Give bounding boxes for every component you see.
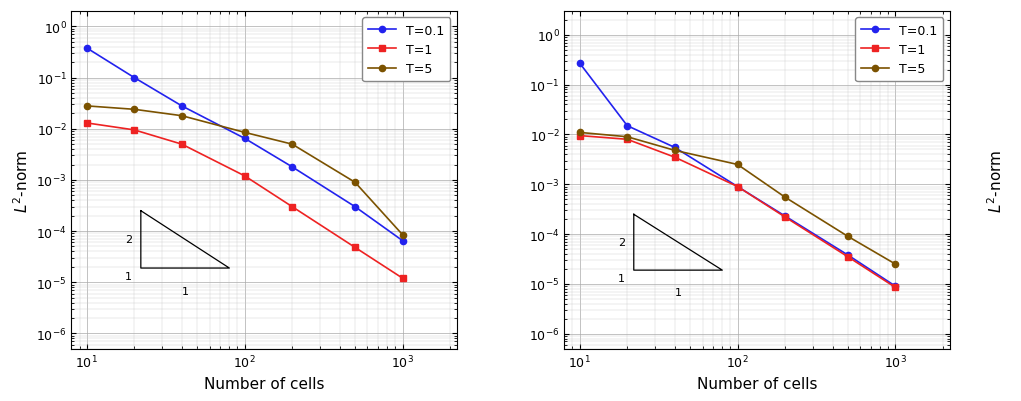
T=1: [889, 286, 902, 290]
Text: 2: 2: [618, 238, 625, 247]
T=1: [176, 142, 188, 147]
T=5: [731, 163, 743, 168]
Text: $L^2$-norm: $L^2$-norm: [986, 149, 1005, 212]
T=0.1: [621, 124, 633, 129]
Line: T=5: T=5: [84, 103, 405, 238]
Line: T=1: T=1: [84, 120, 405, 282]
Text: 1: 1: [618, 273, 625, 283]
Line: T=1: T=1: [577, 133, 898, 291]
T=0.1: [396, 239, 408, 243]
T=0.1: [842, 253, 855, 258]
T=0.1: [286, 165, 298, 170]
T=5: [669, 148, 681, 153]
T=1: [129, 128, 141, 133]
T=5: [574, 131, 586, 136]
Line: T=0.1: T=0.1: [84, 46, 405, 244]
Line: T=0.1: T=0.1: [577, 61, 898, 290]
Legend: T=0.1, T=1, T=5: T=0.1, T=1, T=5: [855, 18, 943, 82]
T=0.1: [349, 205, 361, 210]
T=5: [396, 233, 408, 237]
X-axis label: Number of cells: Number of cells: [204, 376, 325, 391]
T=0.1: [176, 104, 188, 109]
T=1: [239, 174, 251, 179]
T=1: [81, 121, 93, 126]
Legend: T=0.1, T=1, T=5: T=0.1, T=1, T=5: [362, 18, 450, 82]
T=0.1: [669, 146, 681, 150]
T=1: [286, 205, 298, 210]
T=5: [176, 114, 188, 119]
T=5: [349, 180, 361, 185]
T=1: [731, 185, 743, 190]
Line: T=5: T=5: [577, 130, 898, 267]
T=0.1: [81, 47, 93, 51]
T=1: [574, 134, 586, 139]
T=5: [889, 262, 902, 267]
T=0.1: [239, 137, 251, 142]
T=5: [779, 195, 791, 200]
T=1: [669, 155, 681, 160]
Text: 1: 1: [182, 286, 189, 296]
T=0.1: [574, 62, 586, 67]
T=0.1: [129, 76, 141, 81]
T=5: [81, 104, 93, 109]
T=5: [129, 107, 141, 112]
Text: 1: 1: [675, 288, 682, 298]
T=1: [396, 276, 408, 281]
Y-axis label: $L^2$-norm: $L^2$-norm: [12, 149, 31, 212]
Text: 2: 2: [125, 235, 132, 245]
T=1: [842, 255, 855, 259]
T=5: [239, 131, 251, 136]
Text: 1: 1: [125, 271, 132, 281]
T=5: [621, 135, 633, 140]
T=1: [779, 215, 791, 220]
T=0.1: [889, 284, 902, 289]
T=0.1: [731, 185, 743, 190]
X-axis label: Number of cells: Number of cells: [696, 376, 817, 391]
T=5: [286, 142, 298, 147]
T=5: [842, 235, 855, 239]
T=1: [349, 245, 361, 250]
T=0.1: [779, 214, 791, 219]
T=1: [621, 138, 633, 142]
